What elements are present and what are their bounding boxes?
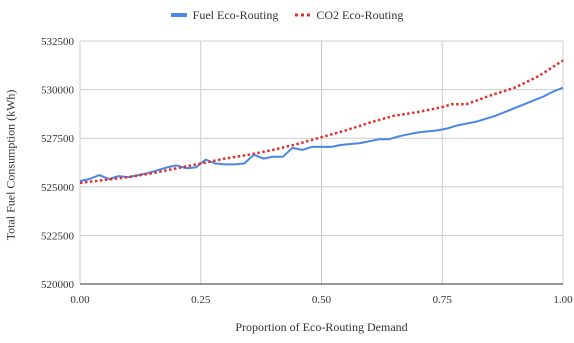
y-tick-label: 525000: [41, 182, 75, 194]
legend-swatch-fuel: [170, 13, 187, 17]
y-tick-label: 530000: [41, 85, 75, 97]
legend-label-co2: CO2 Eco-Routing: [316, 7, 404, 22]
y-tick-labels: 520000 522500 525000 527500 530000 532500: [41, 36, 75, 291]
series-lines: [79, 59, 564, 185]
x-tick-label: 0.50: [312, 294, 332, 306]
grid-lines: [79, 40, 564, 285]
series-line-fuel: [79, 86, 564, 182]
x-tick-label: 0.25: [191, 294, 211, 306]
legend-swatch-co2: [295, 13, 311, 17]
x-tick-label: 0.00: [70, 294, 90, 306]
y-tick-label: 532500: [41, 36, 75, 48]
y-tick-label: 522500: [41, 230, 75, 242]
legend-item-co2[interactable]: CO2 Eco-Routing: [294, 8, 403, 23]
x-tick-label: 0.75: [433, 294, 453, 306]
y-tick-label: 520000: [41, 279, 75, 291]
legend-item-fuel[interactable]: Fuel Eco-Routing: [170, 7, 279, 23]
legend-label-fuel: Fuel Eco-Routing: [192, 7, 279, 22]
x-tick-labels: 0.00 0.25 0.50 0.75 1.00: [70, 294, 573, 306]
chart-legend: Fuel Eco-Routing CO2 Eco-Routing: [0, 6, 574, 24]
y-tick-label: 527500: [41, 133, 75, 145]
x-axis-title: Proportion of Eco-Routing Demand: [235, 320, 408, 334]
series-line-co2: [79, 59, 564, 185]
x-tick-label: 1.00: [553, 294, 573, 306]
